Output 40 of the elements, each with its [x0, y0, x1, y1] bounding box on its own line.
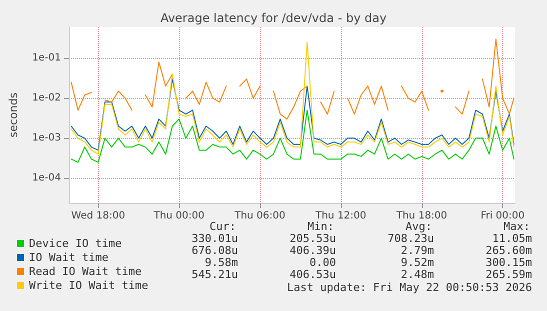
y-tick-label: 1e-04	[32, 172, 61, 184]
text: Avg:	[406, 220, 432, 233]
text: 2.48m	[400, 268, 434, 281]
text: Max:	[504, 220, 530, 233]
text: 406.39u	[290, 244, 336, 257]
y-tick-label: 1e-03	[32, 132, 61, 144]
x-tick-label: Thu 12:00	[314, 210, 366, 222]
text: Cur:	[210, 220, 236, 233]
legend-label: Device IO time	[29, 237, 122, 250]
text: 11.05m	[492, 232, 532, 245]
line-series	[70, 78, 514, 151]
text: 0.00	[310, 256, 336, 269]
x-tick-label: Fri 00:00	[480, 210, 525, 222]
legend-label: Read IO Wait time	[29, 265, 142, 278]
x-tick-label: Thu 18:00	[395, 210, 448, 222]
text: 406.53u	[290, 268, 336, 281]
legend-label: Write IO Wait time	[29, 279, 148, 292]
text: 265.60m	[486, 244, 532, 257]
y-tick-label: 1e-01	[32, 52, 61, 64]
line-series	[70, 110, 514, 163]
text: 205.53u	[290, 232, 336, 245]
x-tick-label: Thu 00:00	[152, 210, 204, 222]
text: 265.59m	[486, 268, 532, 281]
y-axis-title: seconds	[7, 92, 20, 138]
line-series	[70, 42, 514, 155]
legend-label: IO Wait time	[29, 251, 108, 264]
text: 300.15m	[486, 256, 532, 269]
text: 545.21u	[192, 268, 238, 281]
chart-title: Average latency for /dev/vda - by day	[160, 11, 387, 25]
text: 676.08u	[192, 244, 238, 257]
text: 9.58m	[204, 256, 238, 269]
text: Last update: Fri May 22 00:50:53 2026	[286, 281, 532, 294]
text: 330.01u	[192, 232, 238, 245]
y-tick-label: 1e-02	[32, 92, 61, 104]
text: 708.23u	[388, 232, 434, 245]
text: 2.79m	[400, 244, 434, 257]
text: Min:	[308, 220, 334, 233]
text: 9.52m	[400, 256, 434, 269]
x-tick-label: Wed 18:00	[71, 210, 126, 222]
x-tick-label: Thu 06:00	[234, 210, 286, 222]
